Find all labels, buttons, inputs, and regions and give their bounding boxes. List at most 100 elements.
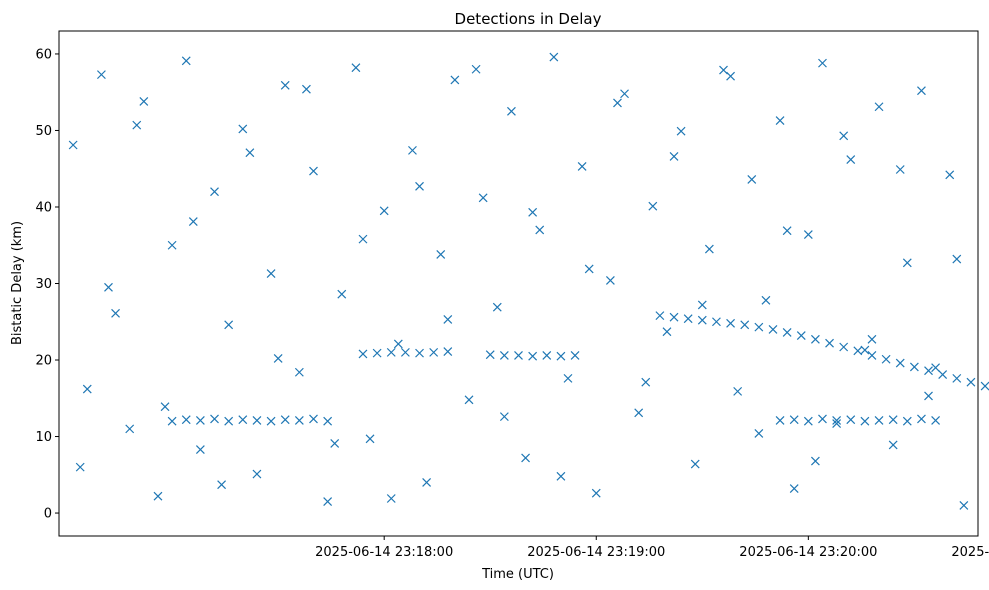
data-point-band-21km (429, 347, 439, 357)
data-point-band-21km (514, 350, 523, 360)
data-point-noise (301, 84, 311, 94)
x-tick-label: 2025-06-14 23:19:00 (527, 545, 665, 560)
data-point-noise (450, 75, 460, 85)
data-point-noise (224, 320, 234, 330)
data-point-noise (895, 165, 905, 174)
data-point-band-21km (570, 350, 580, 360)
data-point-noise (662, 327, 672, 337)
data-point-noise (379, 206, 389, 216)
data-point-noise (499, 412, 509, 422)
data-point-band-12km (323, 416, 333, 426)
data-point-noise (294, 367, 304, 377)
data-point-noise (704, 244, 714, 254)
data-point-noise (365, 434, 375, 444)
data-point-noise (867, 334, 877, 344)
data-point-main-track (768, 324, 778, 334)
data-point-main-track (895, 358, 905, 368)
data-point-noise (125, 424, 135, 434)
data-point-noise (75, 462, 85, 472)
data-point-main-track (980, 381, 989, 391)
data-point-noise (577, 162, 587, 171)
y-tick-label: 10 (35, 430, 52, 445)
data-point-main-track (754, 322, 764, 332)
data-point-band-12km (832, 416, 842, 425)
y-tick-label: 60 (35, 47, 52, 62)
data-point-band-21km (542, 350, 552, 360)
data-point-noise (323, 497, 333, 506)
data-point-noise (238, 124, 248, 134)
data-point-noise (676, 126, 686, 136)
data-point-band-12km (917, 414, 926, 424)
data-point-noise (96, 70, 106, 80)
data-point-band-12km (874, 416, 884, 425)
data-point-band-12km (266, 416, 276, 426)
data-point-noise (436, 249, 446, 259)
data-point-noise (902, 258, 912, 268)
data-point-noise (888, 440, 898, 450)
data-point-main-track (655, 311, 665, 321)
data-point-noise (330, 438, 340, 448)
data-point-band-12km (846, 415, 856, 425)
data-point-noise (860, 345, 870, 355)
data-point-noise (358, 234, 368, 244)
data-point-noise (846, 155, 856, 164)
data-point-noise (181, 56, 191, 66)
data-point-main-track (966, 377, 976, 387)
data-point-band-21km (556, 351, 566, 361)
y-tick-label: 40 (35, 200, 52, 215)
data-point-main-track (810, 334, 820, 344)
data-point-noise (719, 65, 728, 75)
data-point-noise (111, 308, 120, 318)
data-point-noise (641, 377, 651, 387)
data-point-band-21km (400, 347, 410, 357)
data-point-noise (924, 391, 933, 401)
data-point-band-21km (528, 351, 538, 361)
data-point-noise (217, 480, 227, 490)
y-tick-label: 50 (35, 124, 52, 139)
data-point-noise (803, 230, 813, 239)
data-point-noise (245, 148, 255, 158)
data-point-noise (775, 116, 785, 125)
data-point-noise (266, 269, 276, 278)
x-tick-label: 2025-06-14 23:18:00 (315, 545, 453, 560)
data-point-band-12km (224, 416, 234, 426)
data-point-noise (153, 491, 163, 501)
data-point-main-track (825, 338, 834, 348)
data-point-noise (280, 80, 290, 90)
data-point-noise (839, 131, 849, 141)
data-point-main-track (669, 312, 679, 322)
x-axis-label: Time (UTC) (481, 567, 554, 582)
data-point-noise (634, 408, 644, 418)
data-point-noise (832, 419, 842, 428)
data-point-noise (733, 386, 743, 396)
data-point-main-track (683, 314, 693, 324)
y-tick-label: 20 (35, 354, 52, 369)
data-point-noise (160, 402, 170, 412)
data-point-main-track (909, 362, 919, 372)
data-point-noise (931, 363, 941, 373)
data-point-noise (528, 207, 538, 217)
data-point-noise (393, 339, 403, 349)
y-axis: 0 10 20 30 40 50 60 (35, 47, 59, 522)
data-point-noise (443, 315, 453, 324)
data-point-band-12km (818, 414, 827, 424)
data-point-noise (782, 226, 792, 236)
data-point-main-track (881, 354, 891, 364)
data-point-noise (464, 395, 474, 405)
data-point-noise (818, 58, 827, 68)
data-point-noise (273, 354, 283, 363)
data-point-main-track (839, 342, 849, 352)
data-point-noise (747, 175, 757, 184)
data-point-noise (549, 52, 559, 62)
data-point-noise (68, 140, 78, 150)
data-point-band-21km (443, 347, 453, 357)
data-point-band-12km (902, 416, 912, 426)
data-point-band-12km (888, 415, 898, 425)
data-point-noise (415, 181, 424, 191)
data-point-noise (167, 240, 177, 250)
data-point-main-track (796, 331, 806, 340)
data-point-noise (613, 98, 622, 108)
data-point-band-12km (309, 414, 318, 424)
data-point-band-12km (252, 416, 262, 425)
data-point-noise (195, 445, 205, 454)
